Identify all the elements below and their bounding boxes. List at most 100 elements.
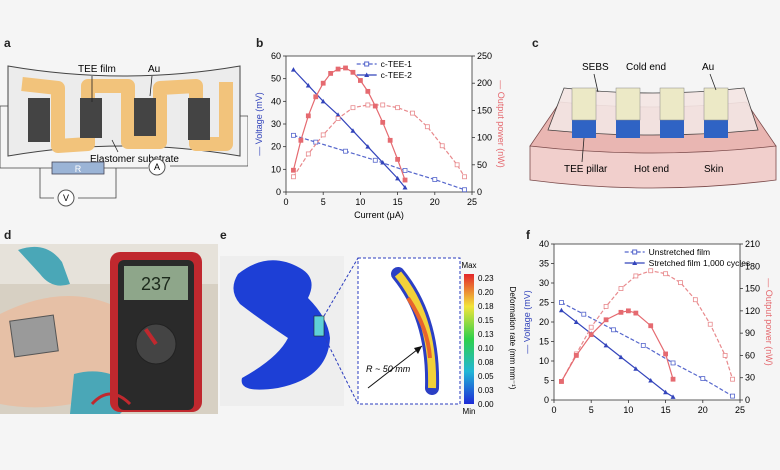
data-point bbox=[350, 105, 356, 111]
data-point bbox=[558, 307, 564, 313]
data-point bbox=[663, 389, 669, 395]
x-tick-label: 0 bbox=[283, 197, 288, 207]
highlight-region bbox=[313, 315, 325, 337]
tee-film-block bbox=[188, 98, 210, 140]
data-point bbox=[588, 332, 594, 338]
chart-f: 0 5 10 15 20 25051015202530354003060901201501… bbox=[522, 239, 774, 428]
tee-film-block bbox=[134, 98, 156, 136]
y-tick-label-right: 30 bbox=[745, 373, 755, 383]
legend-label: Stretched film 1,000 cycles bbox=[649, 258, 751, 268]
y-tick-label-right: 0 bbox=[745, 395, 750, 405]
data-point bbox=[291, 132, 296, 138]
data-point bbox=[626, 308, 631, 314]
data-point bbox=[395, 175, 401, 181]
data-point bbox=[648, 323, 654, 329]
voltmeter-label: V bbox=[63, 193, 69, 203]
data-point bbox=[559, 379, 564, 384]
x-tick-label: 5 bbox=[589, 405, 594, 415]
x-tick-label: 20 bbox=[698, 405, 708, 415]
data-point bbox=[380, 119, 386, 125]
panel-e: e R ~ 50 mm Max Min 0.23 0.20 0.18 bbox=[218, 228, 524, 418]
data-point bbox=[670, 360, 676, 366]
data-point bbox=[730, 393, 735, 399]
data-point bbox=[670, 376, 676, 382]
data-point bbox=[313, 139, 319, 145]
substrate-label: Elastomer substrate bbox=[90, 154, 179, 165]
data-point bbox=[581, 311, 587, 317]
data-point bbox=[633, 366, 639, 371]
data-point bbox=[365, 102, 371, 108]
y-tick-label-left: 50 bbox=[271, 74, 281, 84]
data-point bbox=[305, 113, 311, 119]
tee-film-label: TEE film bbox=[78, 64, 116, 75]
data-point bbox=[365, 88, 371, 94]
panel-c-diagram: SEBS Cold end Au TEE pillar Hot end Skin bbox=[529, 62, 777, 189]
legend-marker bbox=[364, 61, 370, 67]
data-point bbox=[670, 394, 676, 399]
data-point bbox=[387, 137, 393, 143]
data-point bbox=[335, 66, 341, 72]
data-point bbox=[402, 184, 408, 190]
data-point bbox=[618, 354, 624, 360]
panel-a-label: a bbox=[4, 36, 11, 50]
data-point bbox=[633, 310, 639, 316]
panel-a: a TEE film Au Elastomer substrate R A V bbox=[0, 36, 249, 226]
data-point bbox=[343, 65, 348, 71]
y-tick-label-right: 90 bbox=[745, 328, 755, 338]
device-patch bbox=[9, 314, 59, 358]
x-tick-label: 5 bbox=[321, 197, 326, 207]
data-point bbox=[320, 80, 326, 86]
data-point bbox=[313, 94, 319, 100]
data-point bbox=[663, 351, 669, 357]
data-point bbox=[692, 297, 698, 303]
data-point bbox=[305, 151, 311, 157]
x-tick-label: 10 bbox=[623, 405, 633, 415]
data-point bbox=[678, 280, 683, 286]
y-tick-label-right: 250 bbox=[477, 51, 492, 61]
x-tick-label: 20 bbox=[430, 197, 440, 207]
y-tick-label-left: 60 bbox=[271, 51, 281, 61]
y-tick-label-right: 200 bbox=[477, 78, 492, 88]
y-tick-label-right: 0 bbox=[477, 187, 482, 197]
y-tick-label-right: 120 bbox=[745, 306, 760, 316]
data-point bbox=[380, 160, 386, 165]
skin-label: Skin bbox=[704, 164, 723, 175]
legend-marker bbox=[632, 249, 638, 255]
panel-f-label: f bbox=[526, 228, 530, 242]
y-tick-label-right: 150 bbox=[477, 105, 492, 115]
colorbar-tick: 0.08 bbox=[478, 358, 494, 367]
data-point bbox=[663, 271, 669, 277]
colorbar-tick: 0.18 bbox=[478, 302, 494, 311]
data-point bbox=[559, 300, 564, 305]
data-point bbox=[462, 187, 467, 193]
y-axis-label-right: — Output power (nW) bbox=[496, 80, 506, 168]
cold-end-label: Cold end bbox=[626, 62, 666, 73]
panel-e-label: e bbox=[220, 228, 227, 242]
y-axis-label-left: — Voltage (mV) bbox=[524, 290, 532, 354]
panel-f: f 0 5 10 15 20 25 0 5 10 15 20 25 30 35 40 0 30 60 90 120 15… bbox=[522, 228, 780, 428]
y-tick-label-left: 35 bbox=[539, 259, 549, 269]
y-tick-label-right: 50 bbox=[477, 160, 487, 170]
colorbar-tick: 0.15 bbox=[478, 316, 494, 325]
legend-marker bbox=[632, 260, 638, 265]
y-tick-label-left: 10 bbox=[539, 356, 549, 366]
colorbar-title: Deformation rate (mm mm⁻¹) bbox=[508, 287, 517, 390]
y-tick-label-right: 210 bbox=[745, 239, 760, 249]
data-point bbox=[291, 174, 296, 180]
au-label-c: Au bbox=[702, 62, 714, 73]
glove-icon bbox=[18, 246, 70, 286]
tee-pillar-label: TEE pillar bbox=[564, 164, 608, 175]
data-point bbox=[618, 286, 624, 291]
colorbar-min: Min bbox=[463, 407, 476, 416]
x-tick-label: 10 bbox=[355, 197, 365, 207]
data-point bbox=[603, 317, 609, 323]
data-point bbox=[439, 143, 445, 149]
legend-label: Unstretched film bbox=[649, 247, 710, 257]
y-tick-label-left: 25 bbox=[539, 298, 549, 308]
data-point bbox=[402, 177, 408, 183]
plot-area bbox=[285, 55, 473, 193]
data-point bbox=[350, 128, 356, 133]
sebs-label: SEBS bbox=[582, 62, 609, 73]
data-point bbox=[410, 110, 415, 116]
pillar-group bbox=[571, 87, 729, 138]
